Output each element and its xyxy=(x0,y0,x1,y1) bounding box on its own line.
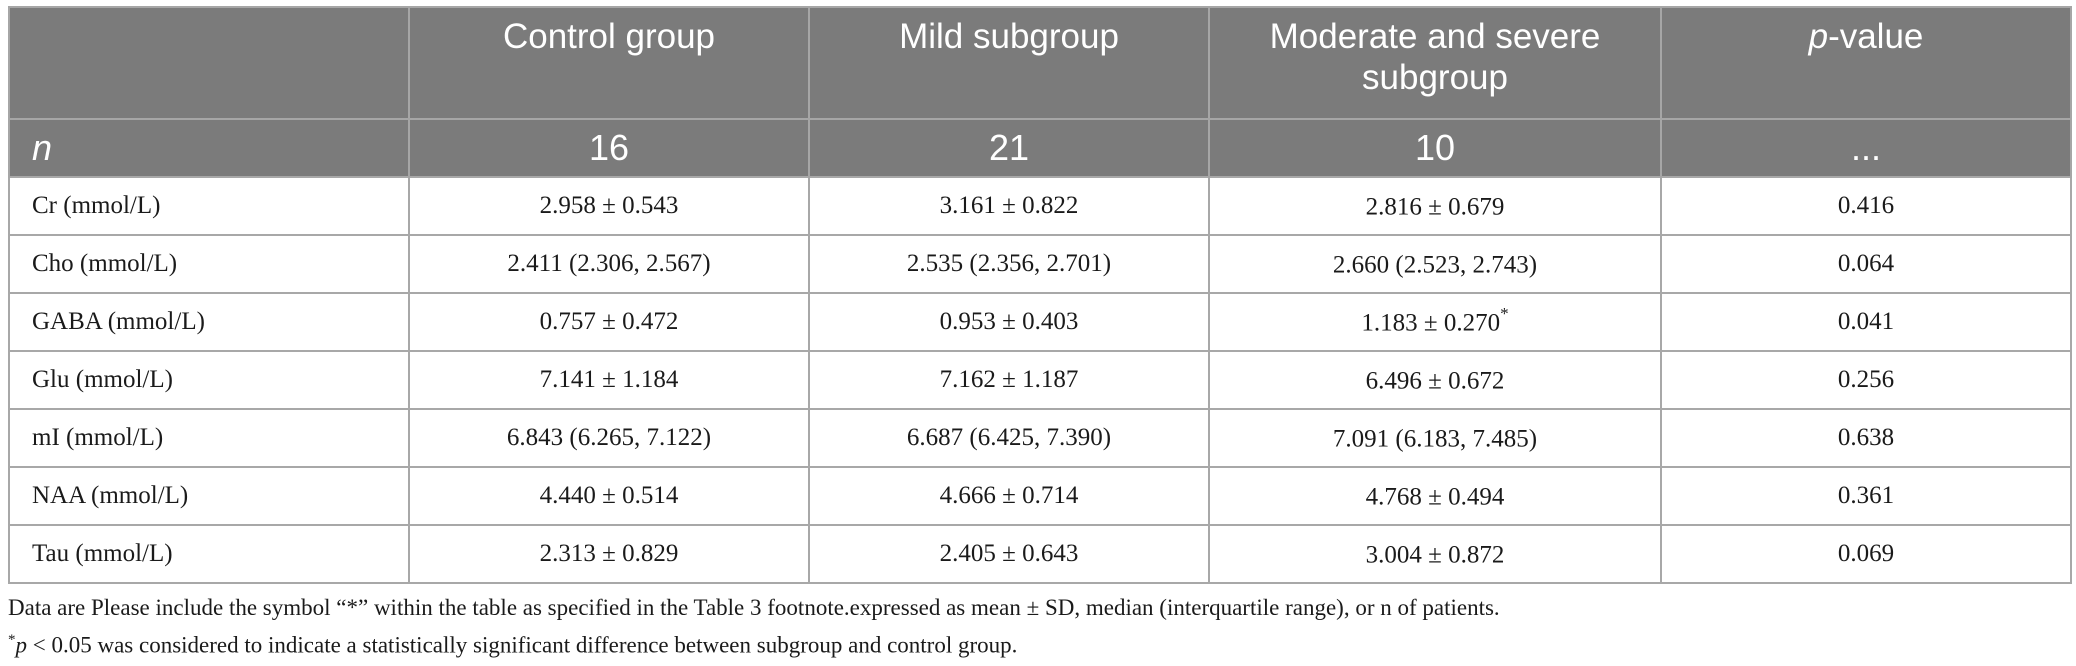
p-value: 0.416 xyxy=(1660,176,2072,236)
significance-mark: * xyxy=(1500,304,1509,324)
p-value: 0.069 xyxy=(1660,524,2072,584)
mild-value: 6.687 (6.425, 7.390) xyxy=(808,408,1210,468)
data-table: Control group Mild subgroup Moderate and… xyxy=(8,6,2072,584)
table-row: Cr (mmol/L) 2.958 ± 0.543 3.161 ± 0.822 … xyxy=(8,176,2072,236)
control-value: 4.440 ± 0.514 xyxy=(408,466,810,526)
row-label: NAA (mmol/L) xyxy=(8,466,410,526)
severe-value: 2.660 (2.523, 2.743) xyxy=(1208,234,1662,294)
control-value: 2.958 ± 0.543 xyxy=(408,176,810,236)
severe-value-text: 3.004 ± 0.872 xyxy=(1365,541,1505,569)
n-row: n 16 21 10 ... xyxy=(8,118,2072,177)
severe-value: 2.816 ± 0.679 xyxy=(1208,176,1662,236)
row-label: mI (mmol/L) xyxy=(8,408,410,468)
footnote-significance-text: < 0.05 was considered to indicate a stat… xyxy=(27,632,1018,658)
table-row: NAA (mmol/L) 4.440 ± 0.514 4.666 ± 0.714… xyxy=(8,466,2072,526)
n-row-label: n xyxy=(8,118,410,177)
p-value: 0.638 xyxy=(1660,408,2072,468)
row-label: Cho (mmol/L) xyxy=(8,234,410,294)
p-value-suffix: -value xyxy=(1828,17,1924,56)
table-row: Glu (mmol/L) 7.141 ± 1.184 7.162 ± 1.187… xyxy=(8,350,2072,410)
header-cell-mild-subgroup: Mild subgroup xyxy=(808,6,1210,119)
severe-value: 6.496 ± 0.672 xyxy=(1208,350,1662,410)
control-value: 6.843 (6.265, 7.122) xyxy=(408,408,810,468)
table-footnotes: Data are Please include the symbol “*” w… xyxy=(8,592,2070,662)
control-value: 2.313 ± 0.829 xyxy=(408,524,810,584)
control-value: 0.757 ± 0.472 xyxy=(408,292,810,352)
severe-value: 3.004 ± 0.872 xyxy=(1208,524,1662,584)
control-value: 7.141 ± 1.184 xyxy=(408,350,810,410)
mild-value: 2.535 (2.356, 2.701) xyxy=(808,234,1210,294)
footnote-p: p xyxy=(15,632,28,658)
mild-value: 3.161 ± 0.822 xyxy=(808,176,1210,236)
table-row: GABA (mmol/L) 0.757 ± 0.472 0.953 ± 0.40… xyxy=(8,292,2072,352)
mild-value: 2.405 ± 0.643 xyxy=(808,524,1210,584)
row-label: Glu (mmol/L) xyxy=(8,350,410,410)
n-severe: 10 xyxy=(1208,118,1662,177)
severe-value: 1.183 ± 0.270* xyxy=(1208,292,1662,352)
severe-value-text: 4.768 ± 0.494 xyxy=(1365,483,1505,511)
severe-value-text: 2.660 (2.523, 2.743) xyxy=(1332,251,1538,279)
p-value: 0.361 xyxy=(1660,466,2072,526)
n-control: 16 xyxy=(408,118,810,177)
row-label: GABA (mmol/L) xyxy=(8,292,410,352)
header-row: Control group Mild subgroup Moderate and… xyxy=(8,6,2072,119)
p-value: 0.256 xyxy=(1660,350,2072,410)
table-row: Cho (mmol/L) 2.411 (2.306, 2.567) 2.535 … xyxy=(8,234,2072,294)
footnote-star: * xyxy=(8,632,16,648)
n-mild: 21 xyxy=(808,118,1210,177)
header-cell-p-value: p-value xyxy=(1660,6,2072,119)
header-cell-control-group: Control group xyxy=(408,6,810,119)
footnote-data-description: Data are Please include the symbol “*” w… xyxy=(8,595,1500,620)
header-cell-row-label xyxy=(8,6,410,119)
data-table-container: Control group Mild subgroup Moderate and… xyxy=(8,6,2072,584)
severe-value-text: 6.496 ± 0.672 xyxy=(1365,367,1505,395)
p-value: 0.041 xyxy=(1660,292,2072,352)
footnote-significance: *p < 0.05 was considered to indicate a s… xyxy=(8,624,2070,662)
mild-value: 4.666 ± 0.714 xyxy=(808,466,1210,526)
p-value: 0.064 xyxy=(1660,234,2072,294)
severe-value: 4.768 ± 0.494 xyxy=(1208,466,1662,526)
header-cell-moderate-severe-subgroup: Moderate and severe subgroup xyxy=(1208,6,1662,119)
control-value: 2.411 (2.306, 2.567) xyxy=(408,234,810,294)
severe-value-text: 1.183 ± 0.270 xyxy=(1361,309,1501,337)
table-row: Tau (mmol/L) 2.313 ± 0.829 2.405 ± 0.643… xyxy=(8,524,2072,584)
severe-value: 7.091 (6.183, 7.485) xyxy=(1208,408,1662,468)
n-p-value: ... xyxy=(1660,118,2072,177)
p-value-italic: p xyxy=(1808,17,1829,56)
table-row: mI (mmol/L) 6.843 (6.265, 7.122) 6.687 (… xyxy=(8,408,2072,468)
row-label: Cr (mmol/L) xyxy=(8,176,410,236)
severe-value-text: 7.091 (6.183, 7.485) xyxy=(1332,425,1538,453)
severe-value-text: 2.816 ± 0.679 xyxy=(1365,193,1505,221)
mild-value: 7.162 ± 1.187 xyxy=(808,350,1210,410)
row-label: Tau (mmol/L) xyxy=(8,524,410,584)
mild-value: 0.953 ± 0.403 xyxy=(808,292,1210,352)
